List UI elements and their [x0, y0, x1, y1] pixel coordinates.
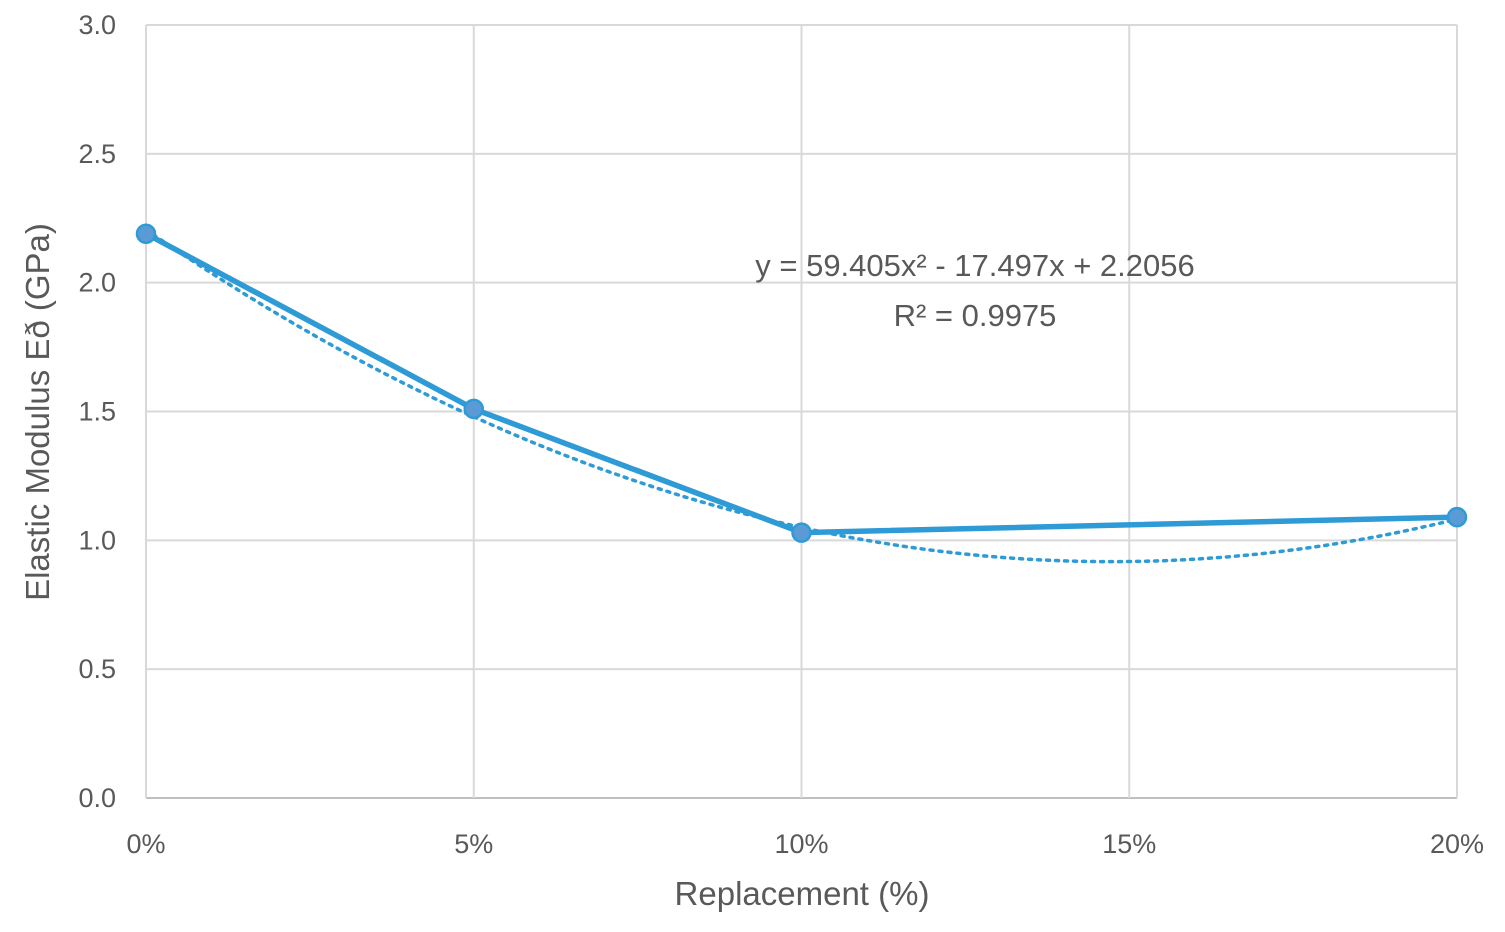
y-tick-label: 2.5: [78, 139, 116, 169]
x-tick-label: 15%: [1102, 829, 1156, 859]
y-tick-label: 1.0: [78, 525, 116, 555]
y-tick-label: 3.0: [78, 10, 116, 40]
y-tick-label: 0.0: [78, 783, 116, 813]
data-point: [463, 398, 484, 420]
x-tick-label: 5%: [454, 829, 493, 859]
y-tick-label: 2.0: [78, 268, 116, 298]
data-point: [1446, 506, 1468, 528]
x-tick-label: 10%: [774, 829, 828, 859]
series-line: [144, 231, 1458, 536]
data-point: [791, 522, 812, 543]
x-tick-label: 0%: [126, 829, 165, 859]
x-tick-label: 20%: [1430, 829, 1484, 859]
tick-labels: 0.0 0.5 1.0 1.5 2.0 2.5 3.0 0% 5% 10% 15% 20%: [78, 10, 1484, 859]
y-tick-label: 0.5: [78, 654, 116, 684]
data-point: [135, 223, 157, 244]
r-squared-label: R² = 0.9975: [894, 298, 1057, 333]
grid: [145, 24, 1458, 799]
y-axis-title: Elastic Modulus Eð (GPa): [19, 223, 56, 601]
trendline-equation: y = 59.405x² - 17.497x + 2.2056: [755, 248, 1194, 283]
series-layer: [135, 223, 1468, 543]
y-tick-label: 1.5: [78, 397, 116, 427]
x-axis-title: Replacement (%): [675, 875, 930, 912]
